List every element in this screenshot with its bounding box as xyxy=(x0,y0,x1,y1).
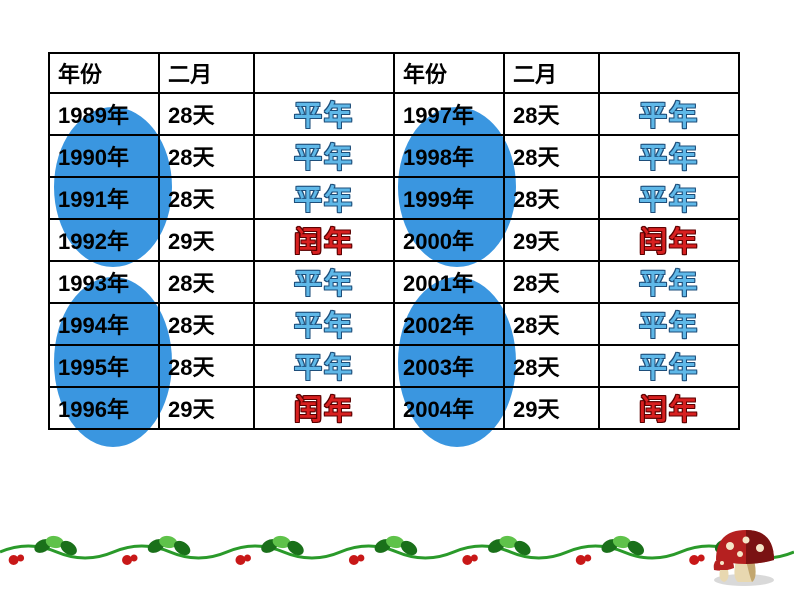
table-row: 1989年28天平年1997年28天平年 xyxy=(49,93,739,135)
days-cell: 28天 xyxy=(159,303,254,345)
table-row: 1994年28天平年2002年28天平年 xyxy=(49,303,739,345)
year-cell: 2002年 xyxy=(394,303,504,345)
days-cell: 28天 xyxy=(504,135,599,177)
header-type-1 xyxy=(254,53,394,93)
table-header-row: 年份 二月 年份 二月 xyxy=(49,53,739,93)
type-cell: 闰年 xyxy=(254,219,394,261)
year-cell: 2003年 xyxy=(394,345,504,387)
type-cell: 平年 xyxy=(254,93,394,135)
type-cell: 平年 xyxy=(254,177,394,219)
header-feb-1: 二月 xyxy=(159,53,254,93)
table-row: 1995年28天平年2003年28天平年 xyxy=(49,345,739,387)
header-feb-2: 二月 xyxy=(504,53,599,93)
header-year-1: 年份 xyxy=(49,53,159,93)
days-cell: 28天 xyxy=(504,303,599,345)
year-cell: 1989年 xyxy=(49,93,159,135)
year-cell: 1993年 xyxy=(49,261,159,303)
year-cell: 1992年 xyxy=(49,219,159,261)
type-cell: 平年 xyxy=(599,345,739,387)
days-cell: 28天 xyxy=(504,177,599,219)
days-cell: 28天 xyxy=(504,261,599,303)
days-cell: 28天 xyxy=(504,345,599,387)
days-cell: 29天 xyxy=(159,219,254,261)
table-row: 1993年28天平年2001年28天平年 xyxy=(49,261,739,303)
header-type-2 xyxy=(599,53,739,93)
type-cell: 闰年 xyxy=(254,387,394,429)
type-cell: 平年 xyxy=(599,303,739,345)
days-cell: 28天 xyxy=(159,93,254,135)
type-cell: 闰年 xyxy=(599,387,739,429)
type-cell: 平年 xyxy=(254,261,394,303)
type-cell: 闰年 xyxy=(599,219,739,261)
year-table-container: 年份 二月 年份 二月 1989年28天平年1997年28天平年1990年28天… xyxy=(48,52,740,430)
table-row: 1996年29天闰年2004年29天闰年 xyxy=(49,387,739,429)
year-cell: 2000年 xyxy=(394,219,504,261)
days-cell: 29天 xyxy=(504,387,599,429)
type-cell: 平年 xyxy=(254,303,394,345)
type-cell: 平年 xyxy=(254,135,394,177)
year-cell: 1998年 xyxy=(394,135,504,177)
days-cell: 28天 xyxy=(159,177,254,219)
table-body: 1989年28天平年1997年28天平年1990年28天平年1998年28天平年… xyxy=(49,93,739,429)
floral-border xyxy=(0,534,794,570)
type-cell: 平年 xyxy=(599,261,739,303)
table-row: 1991年28天平年1999年28天平年 xyxy=(49,177,739,219)
year-cell: 2004年 xyxy=(394,387,504,429)
year-cell: 2001年 xyxy=(394,261,504,303)
year-cell: 1999年 xyxy=(394,177,504,219)
year-table: 年份 二月 年份 二月 1989年28天平年1997年28天平年1990年28天… xyxy=(48,52,740,430)
days-cell: 29天 xyxy=(504,219,599,261)
days-cell: 28天 xyxy=(159,135,254,177)
days-cell: 29天 xyxy=(159,387,254,429)
year-cell: 1997年 xyxy=(394,93,504,135)
table-row: 1992年29天闰年2000年29天闰年 xyxy=(49,219,739,261)
table-row: 1990年28天平年1998年28天平年 xyxy=(49,135,739,177)
days-cell: 28天 xyxy=(159,345,254,387)
type-cell: 平年 xyxy=(599,135,739,177)
type-cell: 平年 xyxy=(254,345,394,387)
year-cell: 1990年 xyxy=(49,135,159,177)
year-cell: 1995年 xyxy=(49,345,159,387)
mushroom-icon xyxy=(702,518,780,588)
year-cell: 1991年 xyxy=(49,177,159,219)
year-cell: 1994年 xyxy=(49,303,159,345)
year-cell: 1996年 xyxy=(49,387,159,429)
header-year-2: 年份 xyxy=(394,53,504,93)
type-cell: 平年 xyxy=(599,177,739,219)
type-cell: 平年 xyxy=(599,93,739,135)
days-cell: 28天 xyxy=(159,261,254,303)
days-cell: 28天 xyxy=(504,93,599,135)
